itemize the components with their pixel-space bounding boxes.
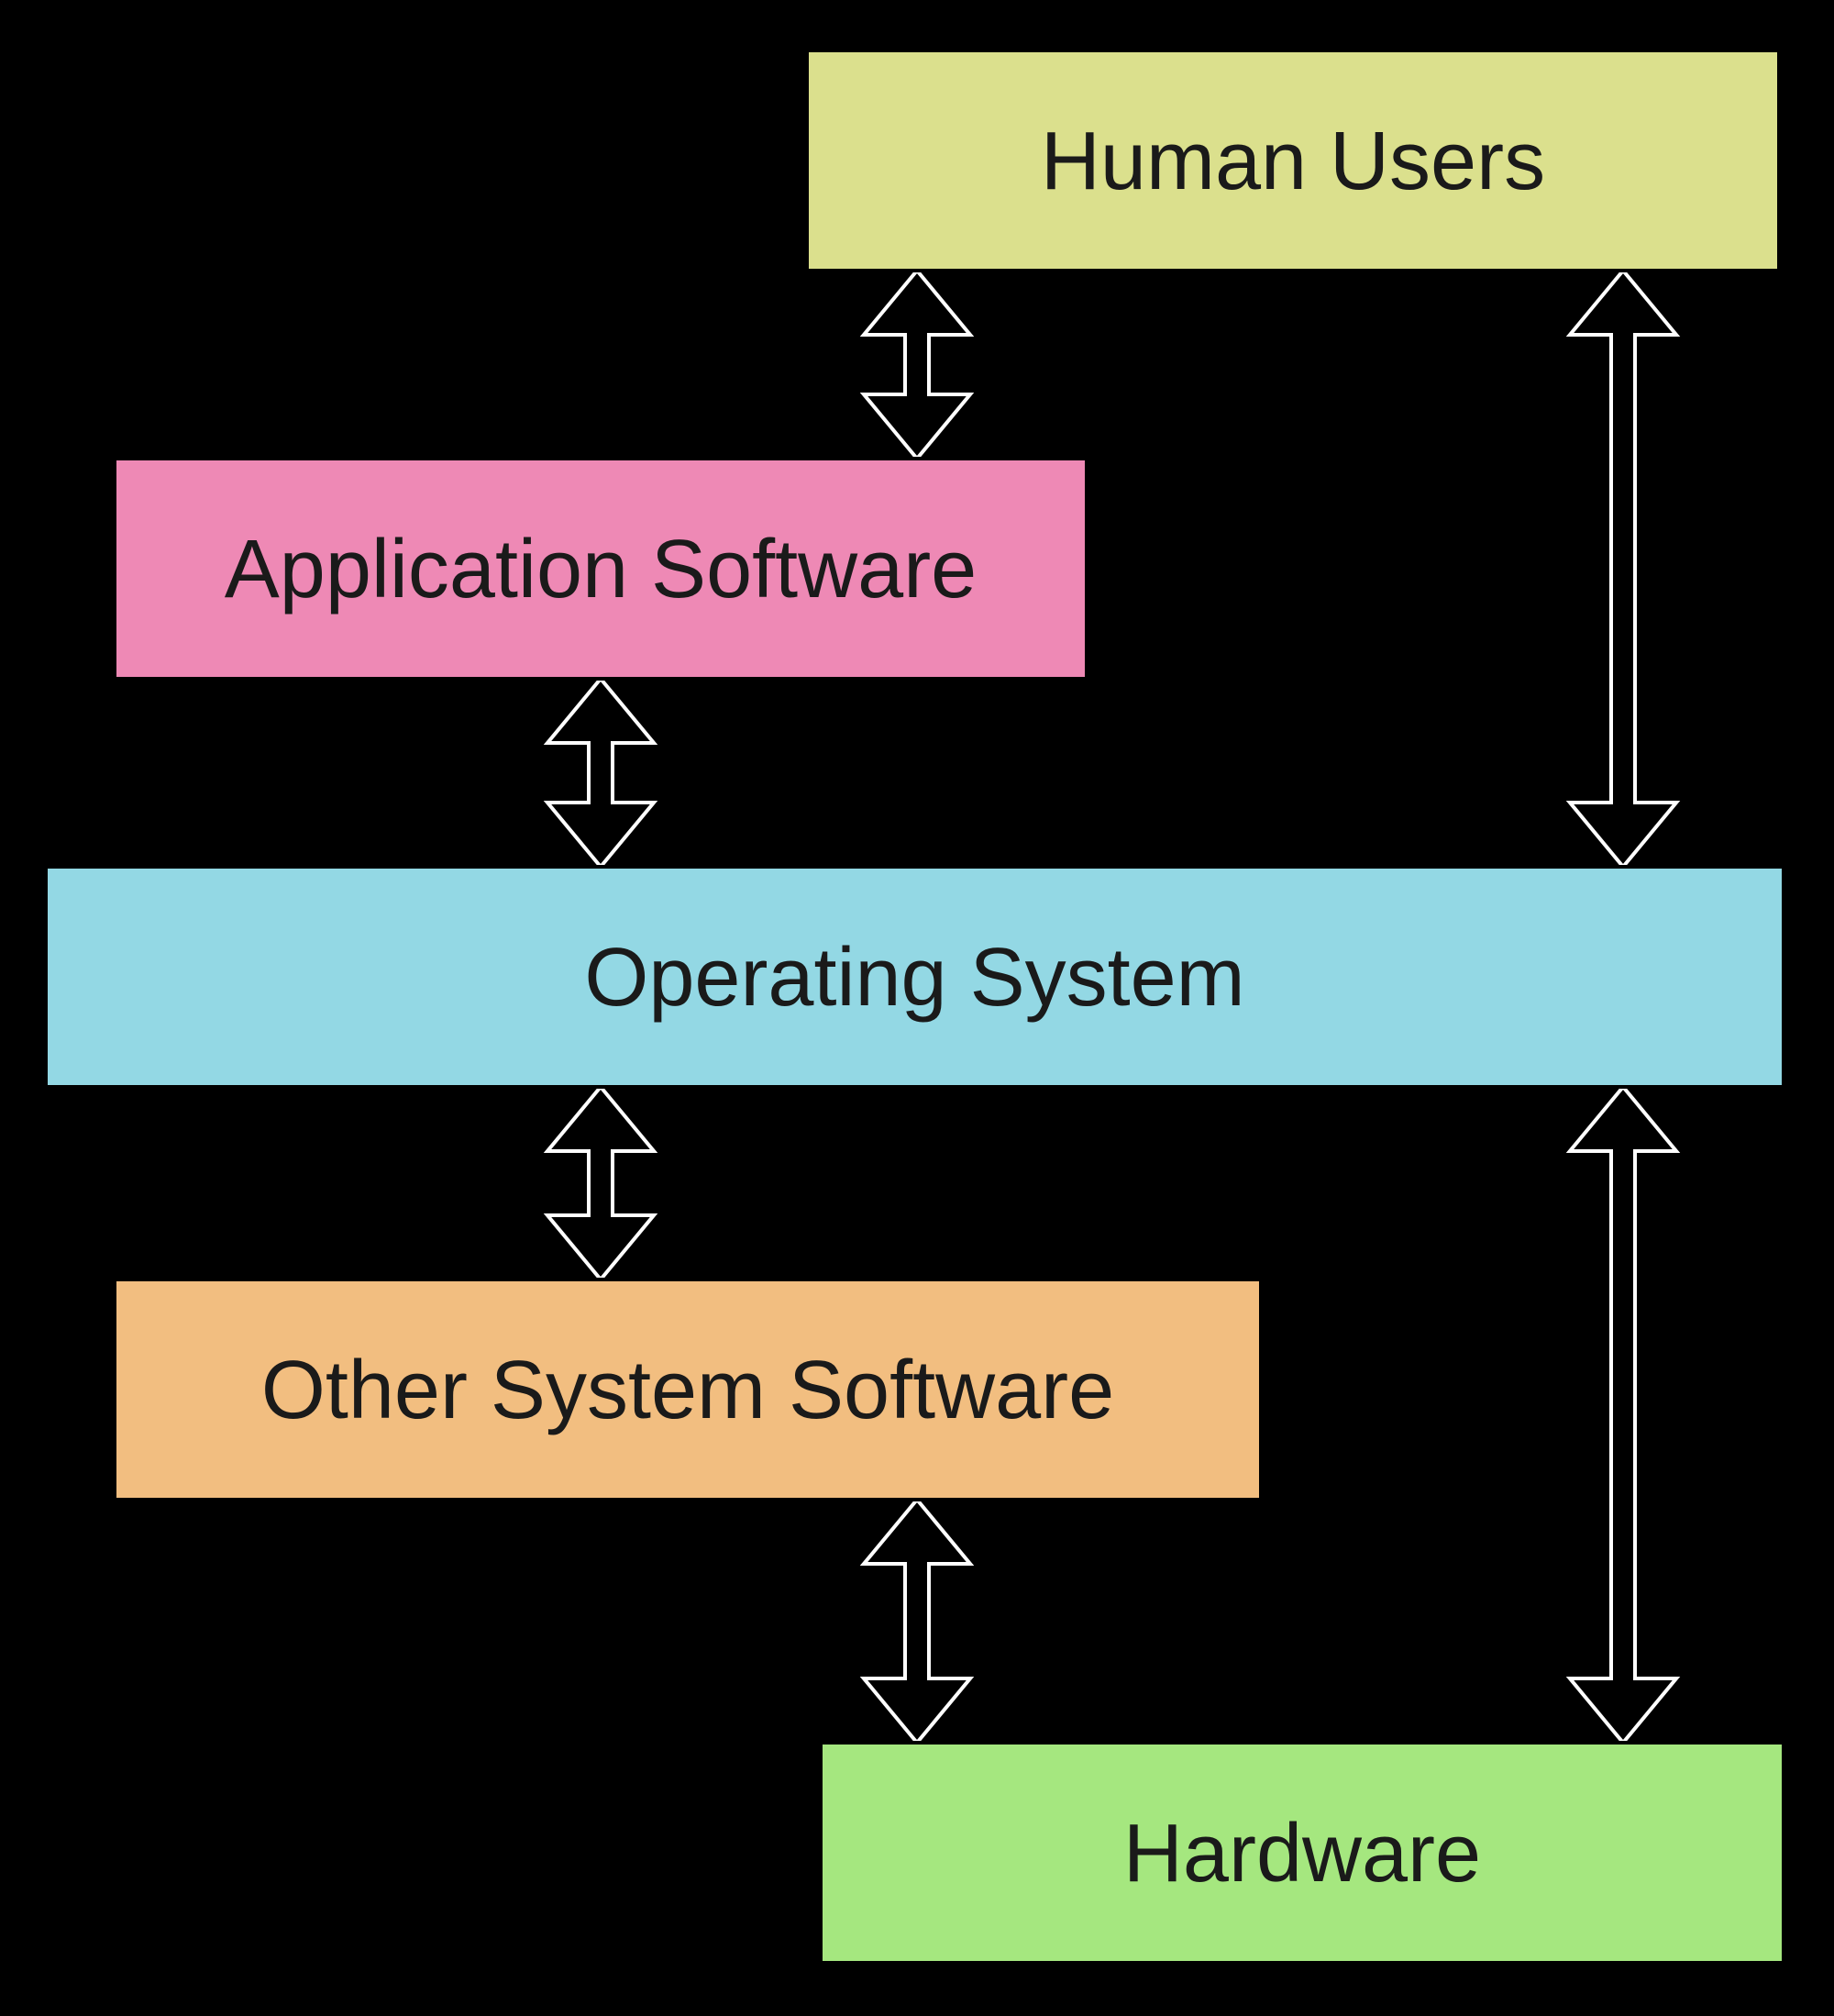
- node-operating-system-label: Operating System: [584, 932, 1244, 1024]
- system-layers-diagram: Human Users Application Software Operating…: [0, 0, 1834, 2016]
- node-app-software: Application Software: [115, 459, 1087, 679]
- node-hardware-label: Hardware: [1123, 1808, 1481, 1900]
- node-other-system-label: Other System Software: [261, 1345, 1114, 1436]
- node-human-users-label: Human Users: [1041, 116, 1545, 207]
- node-app-software-label: Application Software: [225, 524, 977, 615]
- node-hardware: Hardware: [821, 1743, 1784, 1963]
- node-human-users: Human Users: [807, 50, 1779, 271]
- node-other-system: Other System Software: [115, 1279, 1261, 1500]
- node-operating-system: Operating System: [46, 867, 1784, 1087]
